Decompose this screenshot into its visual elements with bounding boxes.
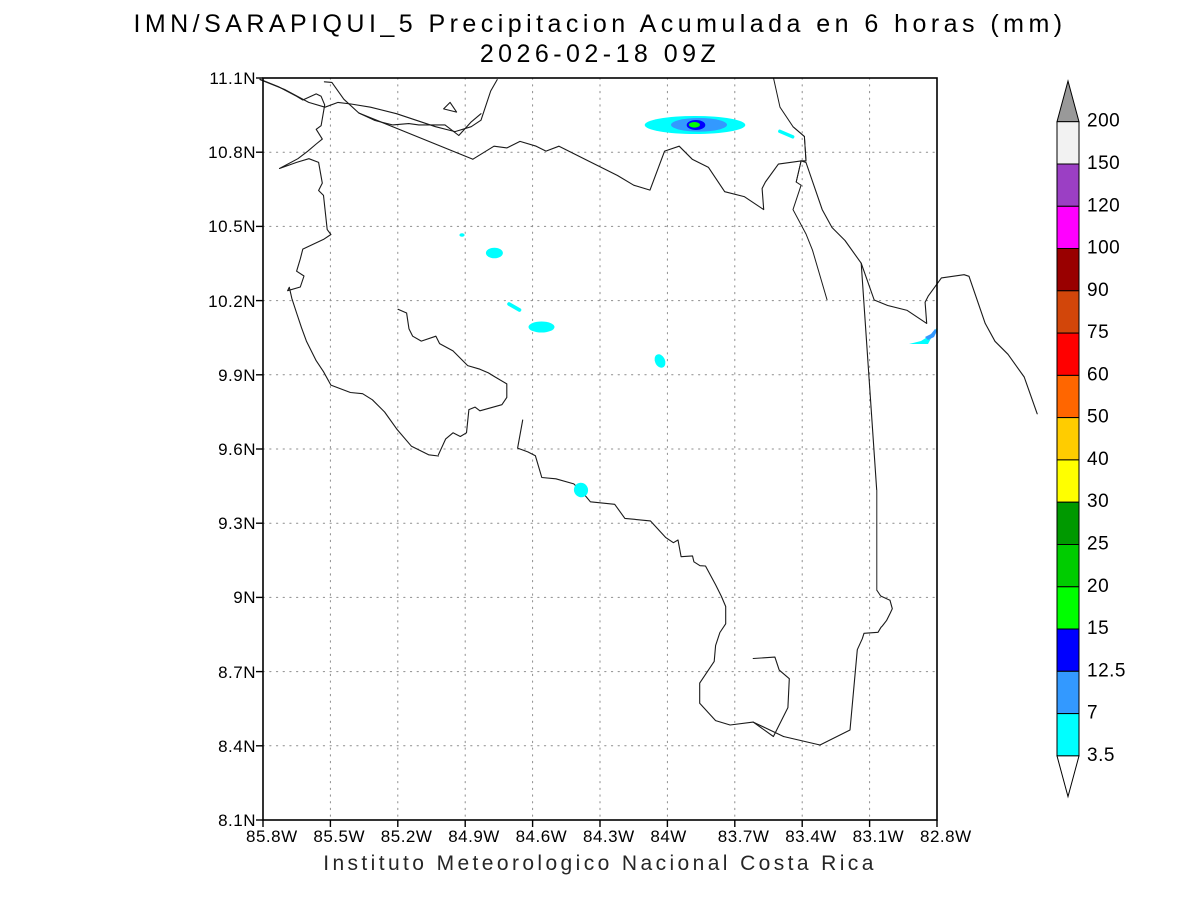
svg-text:3.5: 3.5 xyxy=(1087,745,1115,766)
svg-text:7: 7 xyxy=(1087,703,1098,724)
svg-text:120: 120 xyxy=(1087,195,1120,216)
svg-text:50: 50 xyxy=(1087,407,1109,428)
svg-text:90: 90 xyxy=(1087,280,1109,301)
svg-text:60: 60 xyxy=(1087,364,1109,385)
svg-text:40: 40 xyxy=(1087,449,1109,470)
svg-text:15: 15 xyxy=(1087,618,1109,639)
svg-text:75: 75 xyxy=(1087,322,1109,343)
svg-text:20: 20 xyxy=(1087,576,1109,597)
svg-text:100: 100 xyxy=(1087,238,1120,259)
svg-text:30: 30 xyxy=(1087,491,1109,512)
svg-text:25: 25 xyxy=(1087,534,1109,555)
svg-text:200: 200 xyxy=(1087,111,1120,132)
svg-text:150: 150 xyxy=(1087,153,1120,174)
svg-text:12.5: 12.5 xyxy=(1087,660,1126,681)
